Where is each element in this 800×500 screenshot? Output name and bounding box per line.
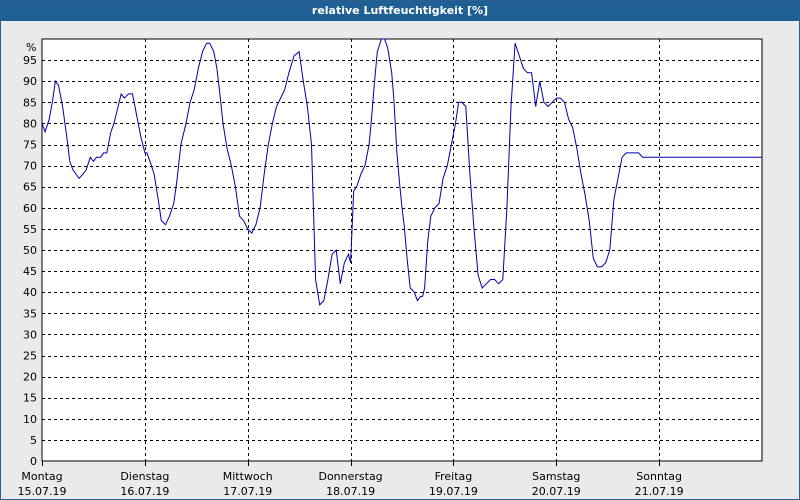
x-tick-label-day: Samstag [532, 470, 580, 483]
chart-title: relative Luftfeuchtigkeit [%] [1, 1, 799, 21]
y-grid-lines [42, 60, 762, 441]
x-tick-label-date: 21.07.19 [635, 485, 684, 498]
humidity-series-line [41, 38, 762, 306]
y-tick-label: 75 [23, 139, 37, 152]
y-tick-label: 85 [23, 96, 37, 109]
y-tick-label: 50 [23, 244, 37, 257]
x-tick-label-date: 16.07.19 [120, 485, 169, 498]
y-tick-label: 5 [30, 434, 37, 447]
x-tick-label-day: Mittwoch [223, 470, 273, 483]
y-tick-label: 95 [23, 54, 37, 67]
y-tick-label: 20 [23, 371, 37, 384]
x-tick-label-date: 19.07.19 [429, 485, 478, 498]
y-tick-label: 80 [23, 117, 37, 130]
y-tick-label: 10 [23, 413, 37, 426]
y-tick-label: 40 [23, 286, 37, 299]
x-tick-label-day: Freitag [435, 470, 473, 483]
y-tick-label: 0 [30, 455, 37, 468]
y-tick-label: 90 [23, 75, 37, 88]
x-tick-label-date: 17.07.19 [223, 485, 272, 498]
y-tick-label: 55 [23, 223, 37, 236]
y-tick-label: 15 [23, 392, 37, 405]
y-tick-labels: 0 5 10 15 20 25 30 35 40 45 50 55 60 65 70 75 80 85 90 95 [23, 54, 37, 468]
y-tick-label: 45 [23, 265, 37, 278]
x-tick-label-date: 15.07.19 [18, 485, 67, 498]
y-tick-label: 25 [23, 350, 37, 363]
y-tick-label: 30 [23, 328, 37, 341]
y-tick-label: 65 [23, 181, 37, 194]
x-tick-label-day: Dienstag [120, 470, 169, 483]
x-tick-labels: Montag 15.07.19 Dienstag 16.07.19 Mittwoch 17… [18, 470, 684, 498]
y-tick-label: 70 [23, 160, 37, 173]
x-tick-label-day: Donnerstag [318, 470, 382, 483]
y-tick-label: 60 [23, 202, 37, 215]
x-tick-label-day: Montag [21, 470, 62, 483]
x-tick-label-day: Sonntag [636, 470, 682, 483]
x-tick-label-date: 20.07.19 [532, 485, 581, 498]
x-tick-label-date: 18.07.19 [326, 485, 375, 498]
y-tick-label: 35 [23, 307, 37, 320]
y-unit-label: % [26, 41, 36, 54]
